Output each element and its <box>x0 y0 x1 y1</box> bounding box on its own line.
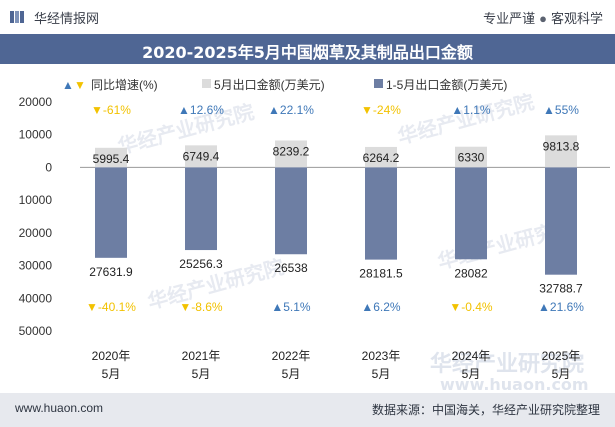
value-label-may: 6264.2 <box>363 151 400 165</box>
legend-down-arrow: ▼ <box>74 78 86 92</box>
y-tick-label: 30000 <box>19 259 53 273</box>
value-label-may: 6330 <box>458 151 485 165</box>
watermark: www.huaon.com <box>440 375 589 393</box>
y-tick-label: 20000 <box>19 226 53 240</box>
value-label-cumulative: 28181.5 <box>359 267 403 281</box>
y-tick-label: 50000 <box>19 324 53 338</box>
bar-may <box>545 135 577 168</box>
tag-professional: 专业严谨 <box>483 11 536 26</box>
header-tags: 专业严谨 ● 客观科学 <box>483 8 603 27</box>
value-label-cumulative: 25256.3 <box>179 257 223 271</box>
category-label-month: 5月 <box>282 367 301 381</box>
y-tick-label: 10000 <box>19 193 53 207</box>
growth-cumulative-label: ▼-0.4% <box>449 300 493 314</box>
value-label-cumulative: 32788.7 <box>539 282 583 296</box>
watermark: 华经产业研究院 <box>395 89 536 148</box>
value-label-may: 8239.2 <box>273 144 310 158</box>
growth-may-label: ▼-24% <box>361 103 401 117</box>
growth-cumulative-label: ▲6.2% <box>361 300 401 314</box>
bar-cumulative <box>455 167 487 260</box>
growth-cumulative-label: ▼-40.1% <box>86 300 136 314</box>
value-label-cumulative: 27631.9 <box>89 265 133 279</box>
site-name: 华经情报网 <box>34 11 100 26</box>
growth-may-label: ▲22.1% <box>268 103 314 117</box>
category-label-year: 2020年 <box>92 349 131 363</box>
value-label-may: 6749.4 <box>183 149 220 163</box>
huajing-logo-icon <box>10 11 24 23</box>
category-label-month: 5月 <box>552 367 571 381</box>
value-label-may: 5995.4 <box>93 152 130 166</box>
bar-cumulative <box>95 167 127 258</box>
legend-swatch-cumulative <box>374 79 383 88</box>
chart-title: 2020-2025年5月中国烟草及其制品出口金额 <box>142 43 473 62</box>
value-label-may: 9813.8 <box>543 139 580 153</box>
growth-cumulative-label: ▼-8.6% <box>179 300 223 314</box>
legend-label-cumulative: 1-5月出口金额(万美元) <box>386 77 507 92</box>
category-label-month: 5月 <box>102 367 121 381</box>
category-label-month: 5月 <box>462 367 481 381</box>
growth-may-label: ▲55% <box>543 103 579 117</box>
category-label-month: 5月 <box>192 367 211 381</box>
bar-may <box>275 140 307 168</box>
y-tick-label: 40000 <box>19 291 53 305</box>
bar-cumulative <box>275 167 307 255</box>
tag-objective: 客观科学 <box>550 11 603 26</box>
category-label-year: 2025年 <box>542 349 581 363</box>
legend-label-growth: 同比增速(%) <box>91 78 158 92</box>
category-label-year: 2021年 <box>182 349 221 363</box>
y-tick-label: 20000 <box>19 95 53 109</box>
bar-may <box>455 146 487 168</box>
footer: www.huaon.com 数据来源：中国海关，华经产业研究院整理 <box>0 393 615 427</box>
value-label-cumulative: 28082 <box>454 266 488 280</box>
growth-may-label: ▲12.6% <box>178 103 224 117</box>
category-label-year: 2024年 <box>452 349 491 363</box>
bar-cumulative <box>545 167 577 275</box>
y-tick-label: 0 <box>45 160 52 174</box>
chart: 华经产业研究院 华经产业研究院华经产业研究院华经产业研究院华经产业研究院www.h… <box>19 77 610 393</box>
footer-site: www.huaon.com <box>15 401 104 415</box>
watermark: 华经产业研究院 <box>430 351 584 377</box>
growth-may-label: ▼-61% <box>91 103 131 117</box>
title-bar: 2020-2025年5月中国烟草及其制品出口金额 <box>0 34 615 64</box>
legend-label-may: 5月出口金额(万美元) <box>214 77 325 92</box>
legend-up-arrow: ▲ <box>62 78 74 92</box>
tag-separator: ● <box>539 11 547 26</box>
value-label-cumulative: 26538 <box>274 261 308 275</box>
category-label-year: 2022年 <box>272 349 311 363</box>
y-tick-label: 10000 <box>19 128 53 142</box>
growth-may-label: ▲1.1% <box>451 103 491 117</box>
bar-may <box>95 147 127 168</box>
bar-may <box>365 146 397 168</box>
growth-cumulative-label: ▲5.1% <box>271 300 311 314</box>
top-bar: 华经情报网 专业严谨 ● 客观科学 <box>0 0 615 34</box>
category-label-month: 5月 <box>372 367 391 381</box>
growth-cumulative-label: ▲21.6% <box>538 300 584 314</box>
bar-cumulative <box>185 167 217 251</box>
data-source: 数据来源：中国海关，华经产业研究院整理 <box>371 403 600 417</box>
bar-cumulative <box>365 167 397 260</box>
legend-swatch-may <box>202 79 211 88</box>
bar-may <box>185 145 217 168</box>
category-label-year: 2023年 <box>362 349 401 363</box>
